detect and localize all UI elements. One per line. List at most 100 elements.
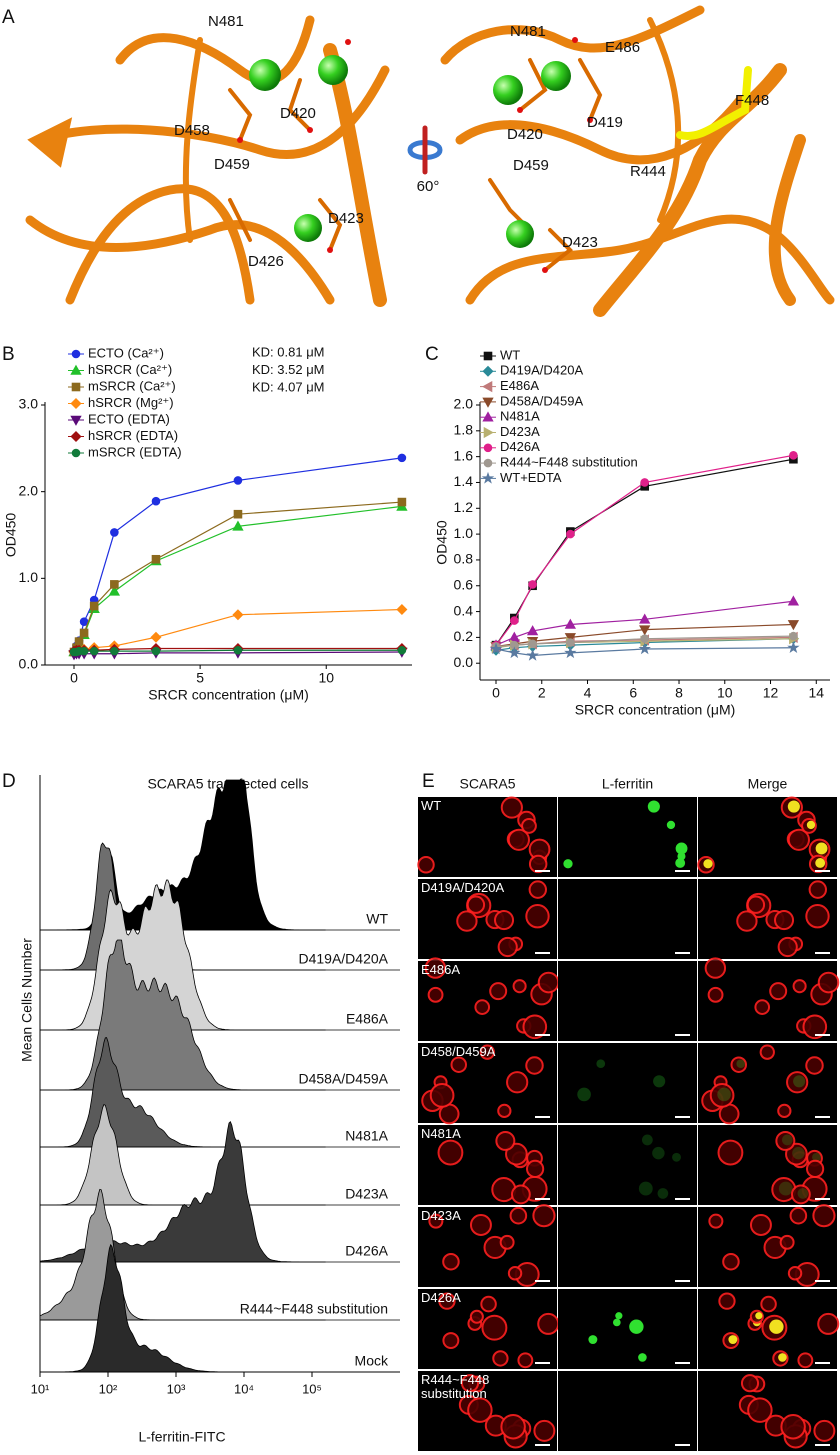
data-point — [110, 646, 119, 656]
ferritin — [815, 842, 828, 855]
legend-marker — [482, 380, 493, 393]
cell — [707, 986, 724, 1003]
data-point — [232, 520, 244, 531]
cell — [780, 1413, 806, 1440]
y-tick-label: 3.0 — [19, 396, 39, 412]
ferritin — [638, 1181, 653, 1196]
legend-marker — [483, 426, 494, 439]
legend-label: hSRCR (Ca²⁺) — [88, 362, 172, 377]
cell — [773, 910, 795, 931]
cell — [521, 818, 537, 834]
row-label-line: D458/D459A — [421, 1044, 496, 1059]
y-tick-label: 0.2 — [454, 628, 474, 644]
ferritin — [612, 1318, 621, 1327]
data-point — [151, 646, 161, 656]
micrograph — [558, 1207, 697, 1287]
cell — [812, 1204, 836, 1228]
cell — [474, 999, 491, 1015]
data-point — [566, 638, 575, 647]
series-line — [495, 454, 794, 646]
cell — [500, 796, 523, 819]
cell — [507, 1266, 523, 1281]
ferritin — [778, 1353, 787, 1362]
data-point — [151, 554, 161, 564]
legend-marker — [481, 471, 495, 484]
cell — [533, 1419, 556, 1442]
data-point — [787, 641, 800, 654]
cell — [787, 828, 810, 851]
cell — [417, 856, 435, 874]
row-label-line: D426A — [421, 1290, 461, 1305]
data-point — [79, 646, 89, 656]
legend-marker — [483, 351, 493, 361]
legend-label: hSRCR (Mg²⁺) — [88, 395, 174, 410]
cell — [528, 854, 548, 874]
cell — [506, 1071, 529, 1094]
cell — [492, 1350, 509, 1367]
cell — [777, 936, 798, 958]
y-tick-label: 2.0 — [454, 396, 474, 412]
panel-label: A — [2, 7, 15, 28]
ferritin — [653, 1075, 666, 1088]
ferritin — [577, 1087, 591, 1102]
x-tick-label: 14 — [808, 685, 824, 701]
data-point — [89, 646, 99, 656]
data-point — [508, 631, 520, 642]
series-line — [73, 457, 402, 653]
column-header: SCARA5 — [459, 776, 515, 792]
cell — [427, 986, 444, 1003]
legend-label: ECTO (Ca²⁺) — [88, 345, 164, 360]
cell — [779, 1234, 795, 1250]
cell — [507, 828, 530, 851]
cell — [805, 1159, 825, 1178]
cell — [808, 880, 827, 899]
legend-label: R444~F448 substitution — [500, 455, 638, 470]
row-label: D419A/D420A — [298, 951, 388, 967]
cell — [775, 1130, 796, 1151]
row-label-line: D423A — [421, 1208, 461, 1223]
legend-label: N481A — [500, 409, 540, 424]
legend-marker — [482, 365, 494, 377]
ferritin — [787, 800, 800, 813]
row-label: R444~F448 substitution — [240, 1301, 388, 1317]
data-point — [787, 595, 800, 606]
y-tick-label: 1.0 — [19, 569, 39, 585]
d-x-tick-label: 10¹ — [31, 1381, 50, 1396]
y-tick-label: 0.6 — [454, 576, 474, 592]
data-point — [789, 631, 798, 641]
data-point — [233, 509, 243, 519]
data-point — [74, 637, 84, 646]
legend-marker — [483, 458, 493, 468]
cell — [817, 971, 840, 994]
micrograph — [558, 961, 697, 1041]
cell — [489, 982, 508, 1001]
panel-a-structure — [25, 5, 835, 317]
row-label: N481A — [421, 1126, 461, 1141]
legend-marker — [71, 382, 81, 392]
ferritin — [717, 1087, 731, 1102]
ferritin — [666, 820, 676, 830]
ferritin — [615, 1312, 623, 1320]
y-axis-label: OD450 — [3, 513, 19, 558]
row-label-line: WT — [421, 798, 441, 813]
ferritin — [657, 1188, 669, 1199]
d-x-tick-label: 10² — [99, 1381, 118, 1396]
cell — [480, 1295, 497, 1313]
cell — [537, 971, 560, 994]
residue-label: D459 — [214, 156, 250, 173]
ferritin — [797, 1188, 809, 1199]
x-axis-label: SRCR concentration (μM) — [148, 687, 309, 703]
ferritin — [672, 1152, 681, 1162]
data-point — [528, 639, 537, 649]
ferritin — [792, 1146, 805, 1160]
ferritin — [596, 1059, 606, 1069]
cell — [456, 910, 478, 932]
row-label: Mock — [355, 1353, 389, 1369]
data-point — [526, 648, 539, 661]
cell — [428, 1213, 444, 1229]
cell — [525, 904, 550, 929]
cell — [525, 1056, 544, 1075]
y-tick-label: 0.0 — [454, 654, 474, 670]
residue-label: D459 — [513, 157, 549, 174]
cell — [532, 1204, 556, 1228]
